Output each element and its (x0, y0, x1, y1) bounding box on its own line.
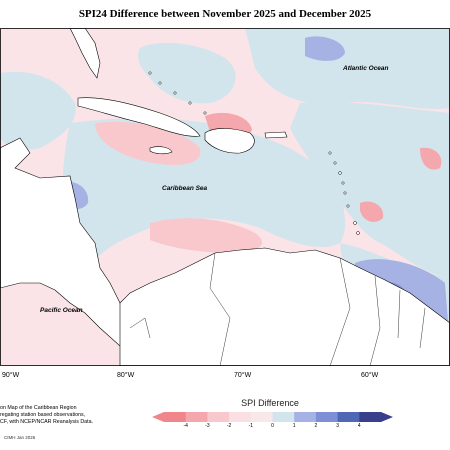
footnote-line-1: on Map of the Caribbean Region (0, 405, 77, 411)
longitude-label-60w: 60°W (361, 372, 379, 379)
legend-color-swatch (315, 412, 338, 422)
legend-tick-label: 3 (336, 423, 339, 429)
longitude-label-90w: 90°W (2, 372, 20, 379)
footnote-line-2: regating station based observations, (0, 412, 86, 418)
legend-arrow-left (152, 412, 164, 422)
atlantic-ocean-label: Atlantic Ocean (342, 65, 389, 72)
legend-tick-label: 1 (292, 423, 296, 429)
jamaica (149, 146, 173, 155)
legend-color-swatch (250, 412, 273, 422)
hispaniola (204, 128, 255, 154)
footnote-line-3: CF, with NCEP/NCAR Reanalysis Data. (0, 419, 94, 425)
country-borders (129, 252, 426, 366)
legend-color-swatch (337, 412, 360, 422)
lesser-antilles (148, 71, 360, 235)
legend-tick-label: -2 (226, 423, 232, 429)
legend-tick-label: 4 (357, 423, 361, 429)
land-masses (0, 28, 450, 366)
legend-color-swatch (185, 412, 208, 422)
legend-arrow-right (381, 412, 393, 422)
legend-color-swatch (207, 412, 230, 422)
legend-tick-label: -1 (248, 423, 254, 429)
legend-color-swatch (294, 412, 317, 422)
puerto-rico (264, 131, 288, 139)
south-america (119, 247, 450, 366)
legend-colorbar (152, 412, 393, 422)
legend-color-swatch (272, 412, 295, 422)
legend-color-swatch (164, 412, 186, 422)
pacific-ocean-label: Pacific Ocean (40, 307, 83, 314)
legend-tick-label: 0 (271, 423, 274, 429)
spi-difference-map: Atlantic Ocean Caribbean Sea Pacific Oce… (0, 28, 450, 366)
cuba (77, 97, 201, 137)
longitude-label-80w: 80°W (117, 372, 135, 379)
legend-color-swatch (229, 412, 252, 422)
credit-text: CIMH Jan 2026 (4, 435, 36, 440)
longitude-label-70w: 70°W (234, 372, 252, 379)
caribbean-sea-label: Caribbean Sea (162, 185, 208, 192)
legend-tick-label: -3 (205, 423, 210, 429)
legend-tick-label: -4 (183, 423, 188, 429)
map-title: SPI24 Difference between November 2025 a… (78, 8, 372, 20)
legend-tick-label: 2 (314, 423, 318, 429)
florida (69, 28, 101, 79)
legend-color-swatch (359, 412, 382, 422)
legend-title: SPI Difference (241, 398, 299, 408)
